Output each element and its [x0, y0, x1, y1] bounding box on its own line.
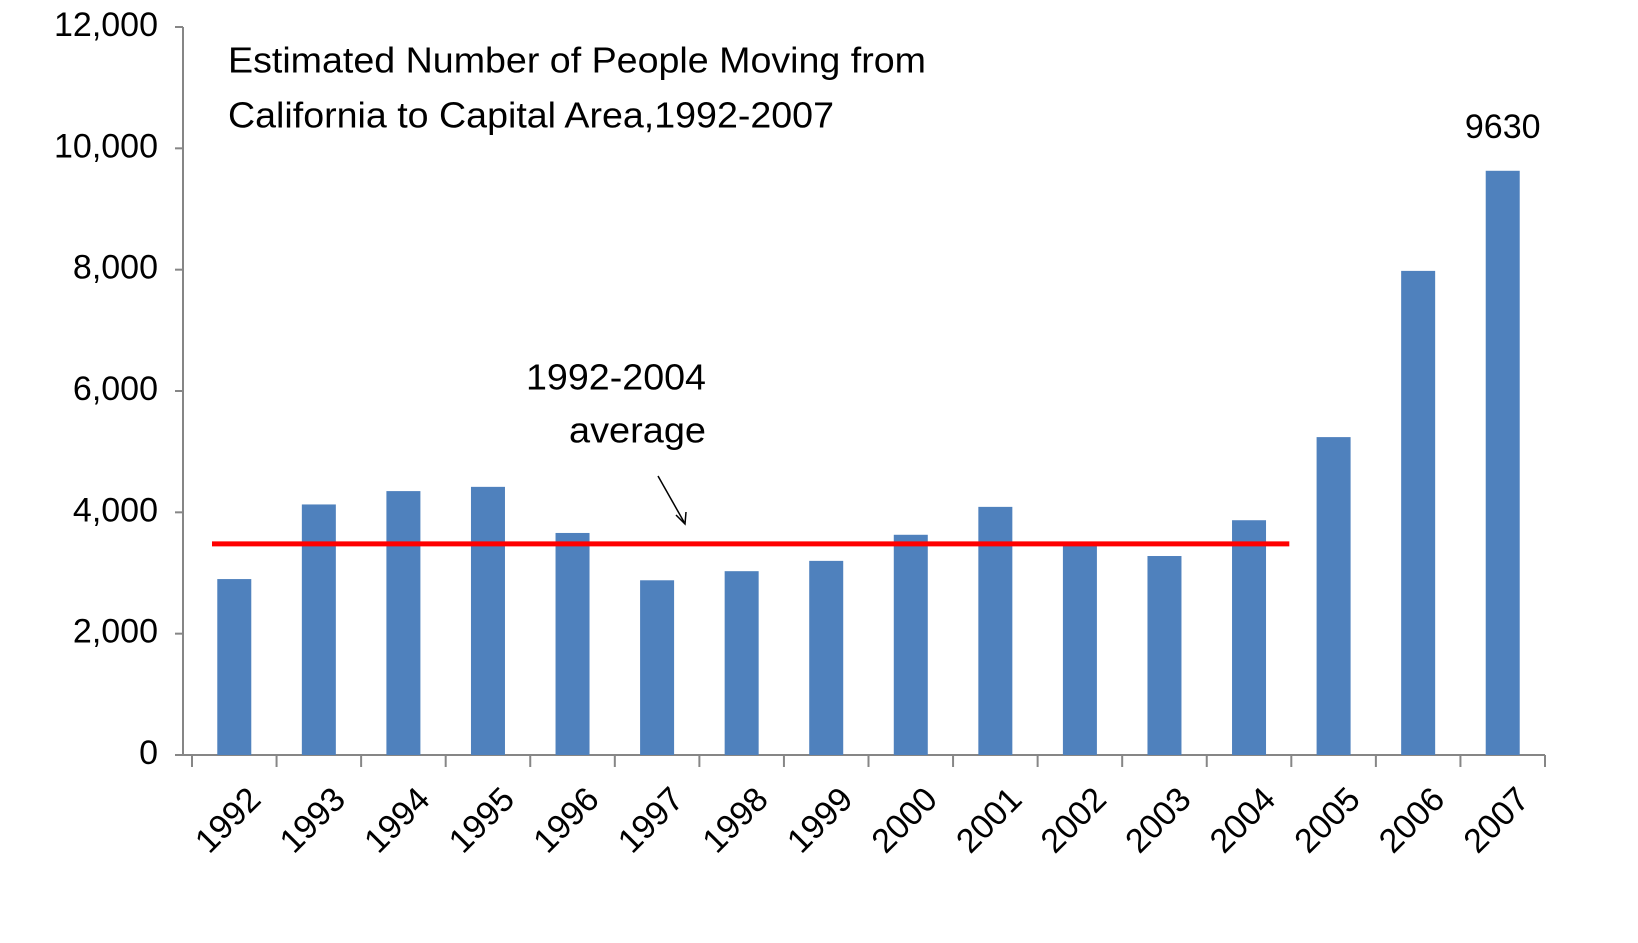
x-tick-label: 1996 [526, 780, 606, 860]
x-tick-label: 2003 [1118, 780, 1198, 860]
x-tick-label: 1992 [188, 780, 268, 860]
x-tick-label: 2004 [1203, 780, 1283, 860]
x-tick-label: 1997 [611, 780, 691, 860]
annotation: 1992-2004 [526, 357, 706, 398]
bar [1062, 545, 1097, 755]
bar [470, 486, 505, 755]
bar [1485, 170, 1520, 755]
x-tick-label: 2005 [1287, 780, 1367, 860]
x-tick-label: 1993 [272, 780, 352, 860]
y-tick-label: 8,000 [73, 249, 158, 287]
x-tick-label: 2000 [864, 780, 944, 860]
bar [1147, 556, 1182, 755]
x-tick-label: 2001 [949, 780, 1029, 860]
y-tick-label: 4,000 [73, 491, 158, 529]
y-tick-label: 12,000 [54, 6, 158, 44]
x-tick-label: 2007 [1456, 780, 1536, 860]
y-tick-label: 6,000 [73, 370, 158, 408]
bar [978, 506, 1013, 755]
chart-title: California to Capital Area,1992-2007 [228, 95, 834, 136]
bar [640, 580, 675, 755]
bar [724, 571, 759, 755]
bar [1401, 270, 1436, 755]
y-tick-label: 2,000 [73, 613, 158, 651]
x-tick-label: 1995 [442, 780, 522, 860]
bar [809, 560, 844, 755]
bar [386, 491, 421, 755]
bar [893, 534, 928, 755]
annotation-arrow [657, 475, 685, 523]
x-tick-label: 2002 [1034, 780, 1114, 860]
x-tick-label: 1998 [695, 780, 775, 860]
annotation: average [569, 410, 706, 451]
bar [217, 579, 252, 755]
y-tick-label: 10,000 [54, 127, 158, 165]
y-tick-label: 0 [139, 734, 158, 772]
bar [1316, 437, 1351, 755]
x-tick-label: 1999 [780, 780, 860, 860]
data-label: 9630 [1465, 108, 1541, 146]
bar [555, 532, 590, 755]
chart-title: Estimated Number of People Moving from [228, 40, 926, 81]
bar [1232, 520, 1267, 755]
annotation-arrowhead [675, 511, 687, 526]
x-tick-label: 1994 [357, 780, 437, 860]
x-tick-label: 2006 [1372, 780, 1452, 860]
